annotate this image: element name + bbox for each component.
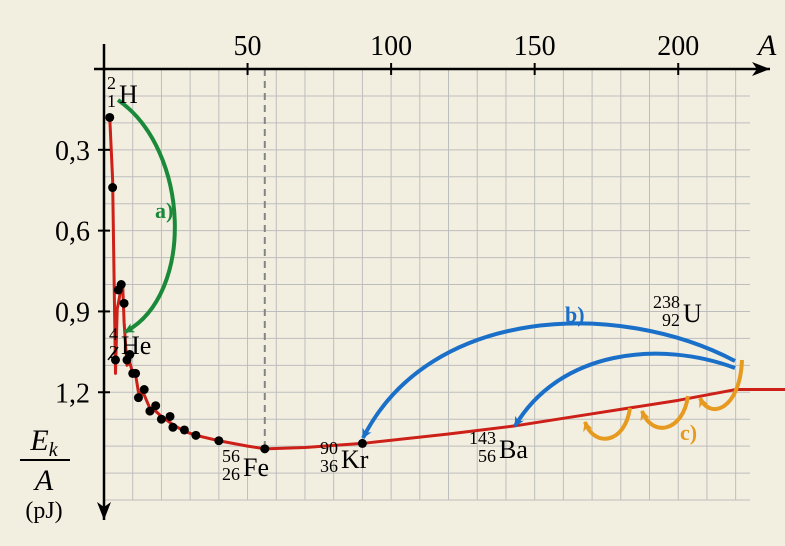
svg-text:56: 56 [222,446,240,466]
svg-text:92: 92 [662,310,680,330]
svg-text:1,2: 1,2 [55,378,90,409]
svg-text:150: 150 [514,31,556,62]
svg-text:4: 4 [109,324,118,344]
svg-text:U: U [683,299,702,328]
svg-text:90: 90 [320,438,338,458]
svg-text:238: 238 [653,292,680,312]
svg-text:He: He [121,331,151,360]
svg-text:100: 100 [370,31,412,62]
svg-text:0,3: 0,3 [55,136,90,167]
svg-text:0,6: 0,6 [55,217,90,248]
svg-text:A: A [756,29,777,62]
svg-text:Fe: Fe [243,453,269,482]
svg-text:Kr: Kr [341,445,369,474]
svg-text:36: 36 [320,456,338,476]
svg-text:1: 1 [107,91,116,111]
svg-text:a): a) [155,198,173,223]
svg-text:Ba: Ba [499,435,528,464]
svg-text:143: 143 [469,428,496,448]
svg-text:(pJ): (pJ) [25,498,62,524]
svg-text:50: 50 [234,31,262,62]
svg-text:26: 26 [222,464,240,484]
svg-text:0,9: 0,9 [55,297,90,328]
svg-text:200: 200 [657,31,699,62]
svg-text:2: 2 [107,73,116,93]
svg-text:b): b) [565,302,585,327]
svg-text:56: 56 [478,446,496,466]
svg-text:c): c) [680,420,697,445]
svg-text:H: H [119,80,138,109]
svg-text:A: A [33,464,54,497]
